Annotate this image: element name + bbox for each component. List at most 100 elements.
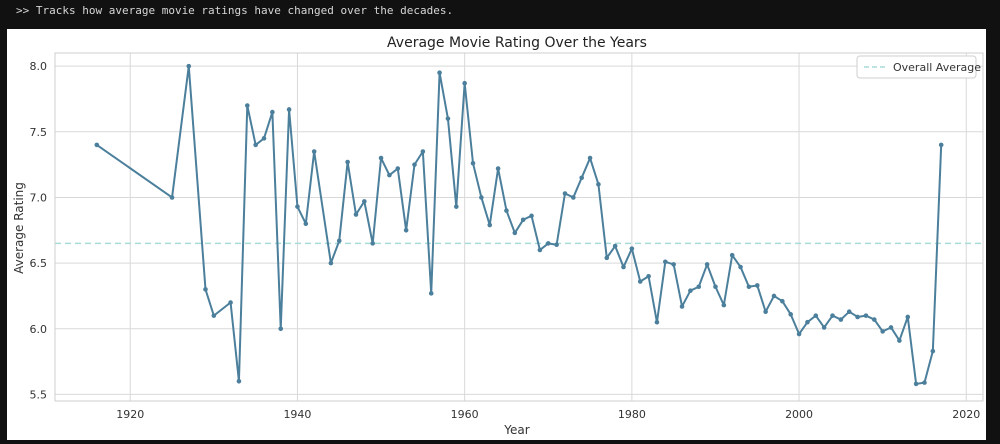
legend-label-overall-average: Overall Average [893, 61, 981, 74]
rating-point [236, 379, 242, 384]
rating-point [746, 284, 752, 290]
rating-point [771, 293, 777, 299]
rating-point [596, 182, 601, 187]
rating-point [863, 313, 869, 318]
rating-point [387, 172, 392, 178]
legend: Overall Average [856, 55, 981, 79]
rating-point [721, 302, 727, 308]
rating-point [453, 204, 459, 209]
x-tick-label: 1960 [451, 408, 479, 421]
rating-point [94, 142, 100, 148]
x-tick-label: 1980 [618, 408, 646, 421]
rating-point [303, 221, 309, 227]
rating-point [897, 338, 902, 343]
rating-point [278, 326, 284, 332]
x-tick-label: 1920 [116, 408, 144, 421]
rating-point [253, 142, 258, 148]
rating-point [462, 80, 467, 86]
rating-point [738, 264, 743, 270]
rating-point [244, 103, 250, 108]
rating-point [713, 284, 718, 290]
rating-point [562, 191, 568, 196]
rating-point [780, 298, 785, 304]
rating-point [311, 149, 317, 154]
rating-point [295, 204, 300, 209]
rating-point [345, 159, 350, 165]
rating-point [796, 331, 802, 337]
x-tick-label: 1940 [283, 408, 311, 421]
rating-point [663, 259, 668, 265]
chart-container: 1920 1940 1960 1980 2000 2020 5.5 6.0 6.5 7.0 7.5… [7, 29, 986, 440]
rating-point [872, 317, 877, 322]
rating-point [763, 309, 768, 315]
rating-point [328, 260, 334, 266]
rating-point [679, 304, 685, 309]
rating-point [704, 262, 710, 267]
rating-point [470, 161, 476, 166]
rating-point [169, 195, 175, 200]
plot-border [54, 52, 984, 402]
rating-point [487, 222, 493, 228]
rating-line [96, 65, 943, 385]
rating-point [211, 313, 217, 318]
rating-point [203, 287, 208, 292]
rating-point [604, 255, 610, 261]
rating-point [729, 252, 735, 258]
rating-point [855, 314, 860, 320]
rating-point [612, 243, 618, 249]
rating-point [671, 262, 676, 267]
y-axis-label: Average Rating [12, 182, 26, 274]
rating-point [587, 155, 593, 161]
rating-point [754, 283, 760, 288]
rating-point [571, 195, 576, 200]
rating-point [420, 149, 426, 154]
rating-point [846, 309, 852, 315]
rating-point [922, 380, 927, 385]
rating-point [805, 319, 810, 325]
y-tick-label: 7.5 [30, 126, 48, 139]
y-tick-label: 5.5 [30, 388, 48, 401]
rating-point [395, 166, 401, 171]
rating-point [479, 195, 484, 200]
x-axis-label: Year [503, 423, 529, 437]
rating-point [270, 109, 275, 115]
rating-point [228, 300, 233, 305]
rating-point [654, 319, 660, 325]
y-tick-label: 8.0 [30, 60, 48, 73]
rating-point [913, 381, 919, 387]
rating-point [261, 136, 267, 141]
rating-point [537, 247, 543, 253]
rating-point [437, 70, 442, 75]
rating-point [529, 213, 534, 219]
rating-point [838, 317, 844, 322]
notebook-caption: >> Tracks how average movie ratings have… [16, 4, 454, 17]
rating-point [370, 241, 375, 246]
rating-point [930, 348, 936, 354]
rating-point [821, 325, 827, 330]
rating-point [813, 313, 819, 318]
rating-point [286, 107, 292, 112]
rating-point [880, 329, 885, 334]
rating-point [378, 155, 384, 161]
rating-point [788, 312, 794, 317]
rating-point [938, 142, 944, 148]
line-chart: 1920 1940 1960 1980 2000 2020 5.5 6.0 6.5 7.0 7.5… [12, 35, 984, 437]
rating-point [696, 284, 702, 290]
rating-point [495, 166, 501, 171]
rating-point [353, 212, 359, 217]
legend-box [856, 55, 977, 79]
rating-point [445, 116, 451, 121]
x-tick-labels: 1920 1940 1960 1980 2000 2020 [116, 408, 980, 421]
rating-point [888, 325, 894, 330]
rating-point [646, 273, 651, 279]
rating-point [905, 314, 911, 320]
grid [55, 53, 983, 401]
rating-point [428, 291, 434, 296]
rating-point [520, 217, 526, 223]
rating-point [403, 227, 409, 233]
rating-point [362, 199, 367, 204]
rating-point [412, 162, 417, 167]
y-tick-labels: 5.5 6.0 6.5 7.0 7.5 8.0 [30, 60, 48, 401]
y-tick-label: 6.5 [30, 257, 48, 270]
rating-point [688, 288, 693, 293]
